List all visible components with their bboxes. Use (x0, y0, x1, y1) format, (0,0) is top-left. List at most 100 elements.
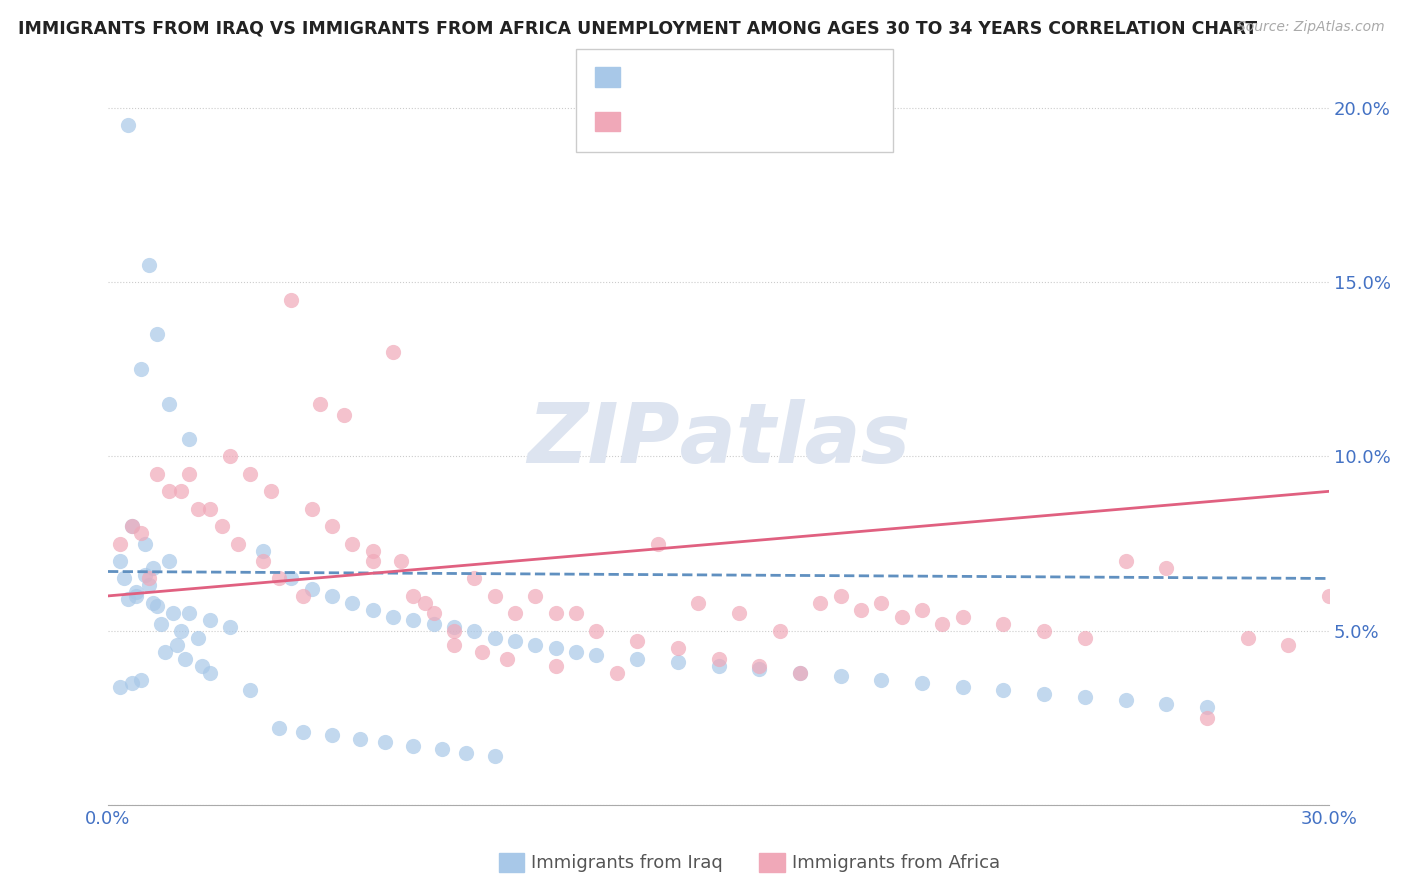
Point (931, 616, 953, 631)
Text: N =: N = (737, 112, 801, 130)
Text: 76: 76 (780, 68, 801, 86)
Point (142, 561, 165, 575)
Point (134, 536, 156, 550)
Point (1033, 686, 1056, 700)
Point (321, 728, 343, 742)
Point (484, 749, 506, 764)
Point (911, 676, 934, 690)
Point (146, 599, 169, 614)
Point (280, 572, 302, 586)
Point (342, 596, 364, 610)
Point (544, 658, 567, 673)
Point (647, 536, 669, 550)
Point (186, 631, 208, 645)
Point (422, 607, 444, 621)
Text: Source: ZipAtlas.com: Source: ZipAtlas.com (1237, 20, 1385, 34)
Point (830, 589, 852, 603)
Point (149, 616, 172, 631)
Point (1156, 697, 1178, 711)
Point (121, 676, 143, 690)
Point (121, 519, 143, 533)
Point (190, 658, 212, 673)
Point (146, 327, 169, 342)
Point (789, 665, 811, 680)
Point (198, 501, 221, 516)
Point (170, 484, 193, 499)
Point (1236, 631, 1258, 645)
Point (252, 554, 274, 568)
Point (870, 673, 893, 687)
Point (402, 613, 425, 627)
Point (361, 543, 384, 558)
Point (1074, 631, 1097, 645)
Point (121, 519, 143, 533)
Text: R =: R = (630, 112, 685, 130)
Point (129, 362, 152, 376)
Point (170, 624, 193, 638)
Point (361, 554, 384, 568)
Point (1033, 624, 1056, 638)
Point (153, 645, 176, 659)
Text: 70: 70 (780, 112, 801, 130)
Point (239, 683, 262, 698)
Point (1195, 700, 1218, 714)
Point (524, 638, 547, 652)
Text: 0.266: 0.266 (679, 112, 734, 130)
Point (129, 673, 152, 687)
Point (585, 648, 607, 662)
Point (198, 665, 221, 680)
Point (219, 620, 242, 634)
Point (666, 641, 689, 656)
Point (471, 645, 494, 659)
Point (381, 344, 404, 359)
Point (157, 554, 180, 568)
Point (174, 651, 197, 665)
Text: Immigrants from Iraq: Immigrants from Iraq (531, 854, 723, 871)
Point (179, 432, 201, 446)
Point (179, 607, 201, 621)
Point (443, 620, 465, 634)
Point (138, 258, 160, 272)
Point (125, 589, 148, 603)
Point (260, 484, 283, 499)
Point (1115, 554, 1137, 568)
Point (179, 467, 201, 481)
Point (146, 467, 169, 481)
Text: -0.020: -0.020 (669, 68, 734, 86)
Point (117, 118, 139, 132)
Point (430, 742, 453, 756)
Point (198, 613, 221, 627)
Point (606, 665, 628, 680)
Point (108, 554, 131, 568)
Point (952, 680, 974, 694)
Point (993, 616, 1015, 631)
Point (688, 596, 710, 610)
Point (349, 731, 371, 746)
Point (443, 624, 465, 638)
Point (129, 526, 152, 541)
Point (422, 616, 444, 631)
Point (226, 536, 249, 550)
Point (402, 739, 425, 753)
Point (321, 519, 343, 533)
Point (138, 578, 160, 592)
Point (993, 683, 1015, 698)
Point (707, 658, 730, 673)
Point (157, 397, 180, 411)
Point (484, 589, 506, 603)
Point (870, 596, 893, 610)
Text: N =: N = (737, 68, 801, 86)
Point (728, 607, 751, 621)
Point (112, 572, 135, 586)
Text: R =: R = (630, 68, 673, 86)
Point (134, 568, 156, 582)
Point (402, 589, 425, 603)
Point (463, 624, 485, 638)
Point (503, 634, 526, 648)
Point (239, 467, 262, 481)
Point (415, 596, 437, 610)
Point (186, 501, 208, 516)
Point (166, 638, 188, 652)
Point (626, 634, 648, 648)
Point (952, 610, 974, 624)
